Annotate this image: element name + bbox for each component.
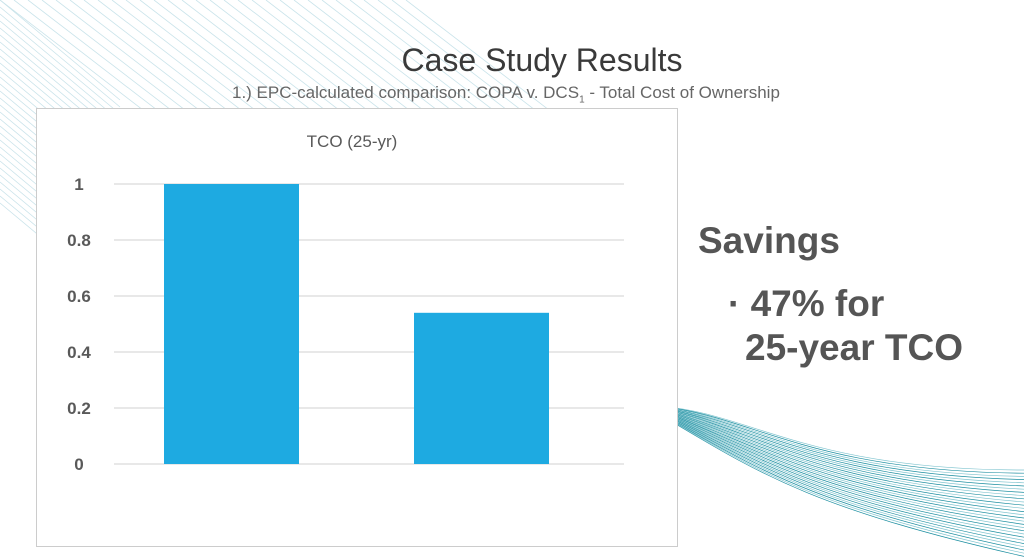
wave-line <box>675 415 1024 512</box>
wave-line <box>675 416 1024 516</box>
hatch-line <box>0 20 121 122</box>
wave-line <box>675 411 1024 490</box>
wave-line <box>675 421 1024 544</box>
wave-line <box>675 410 1024 484</box>
bar <box>164 184 299 464</box>
wave-line <box>675 412 1024 496</box>
wave-line <box>675 413 1024 503</box>
wave-line <box>675 416 1024 519</box>
wave-line <box>675 417 1024 525</box>
wave-line <box>675 423 1024 554</box>
y-tick-label: 0.4 <box>67 343 91 362</box>
wave-line <box>675 417 1024 522</box>
savings-bullet-line2: 25-year TCO <box>745 327 963 368</box>
wave-line <box>675 414 1024 509</box>
wave-line <box>675 409 1024 480</box>
y-tick-label: 0.2 <box>67 399 91 418</box>
subtitle-main: 1.) EPC-calculated comparison: COPA v. D… <box>232 83 580 102</box>
chart-title: TCO (25-yr) <box>307 132 398 151</box>
subtitle-end: - Total Cost of Ownership <box>584 83 780 102</box>
wave-line <box>675 419 1024 535</box>
wave-line <box>675 414 1024 506</box>
savings-heading: Savings <box>698 220 840 261</box>
wave-line <box>675 422 1024 551</box>
wave-line <box>675 420 1024 541</box>
wave-line <box>675 422 1024 548</box>
wave-line <box>675 419 1024 532</box>
hatch-line <box>0 6 121 108</box>
subtitle-subscript: 1 <box>579 94 585 106</box>
wave-line <box>675 410 1024 487</box>
hatch-line <box>0 0 121 101</box>
wave-line <box>675 423 1024 557</box>
slide-title: Case Study Results <box>401 42 683 78</box>
savings-bullet-line1: · 47% for <box>728 283 885 324</box>
wave-line <box>675 407 1024 471</box>
wave-line <box>675 408 1024 477</box>
savings-bullet: · 47% for 25-year TCO <box>728 282 963 370</box>
y-tick-label: 0.6 <box>67 287 91 306</box>
slide-subtitle: 1.) EPC-calculated comparison: COPA v. D… <box>232 83 780 105</box>
wave-line <box>675 411 1024 493</box>
bar <box>414 312 549 464</box>
y-tick-label: 1 <box>74 175 83 194</box>
wave-line <box>675 408 1024 474</box>
wave-line <box>675 413 1024 500</box>
y-tick-label: 0 <box>74 455 83 474</box>
wave-line <box>675 418 1024 528</box>
wave-line <box>675 420 1024 538</box>
y-tick-label: 0.8 <box>67 231 91 250</box>
bar-chart: TCO (25-yr) 0 0.2 0.4 0.6 0.8 1 <box>67 132 624 474</box>
hatch-line <box>0 13 121 115</box>
chart-container: TCO (25-yr) 0 0.2 0.4 0.6 0.8 1 <box>36 108 678 547</box>
